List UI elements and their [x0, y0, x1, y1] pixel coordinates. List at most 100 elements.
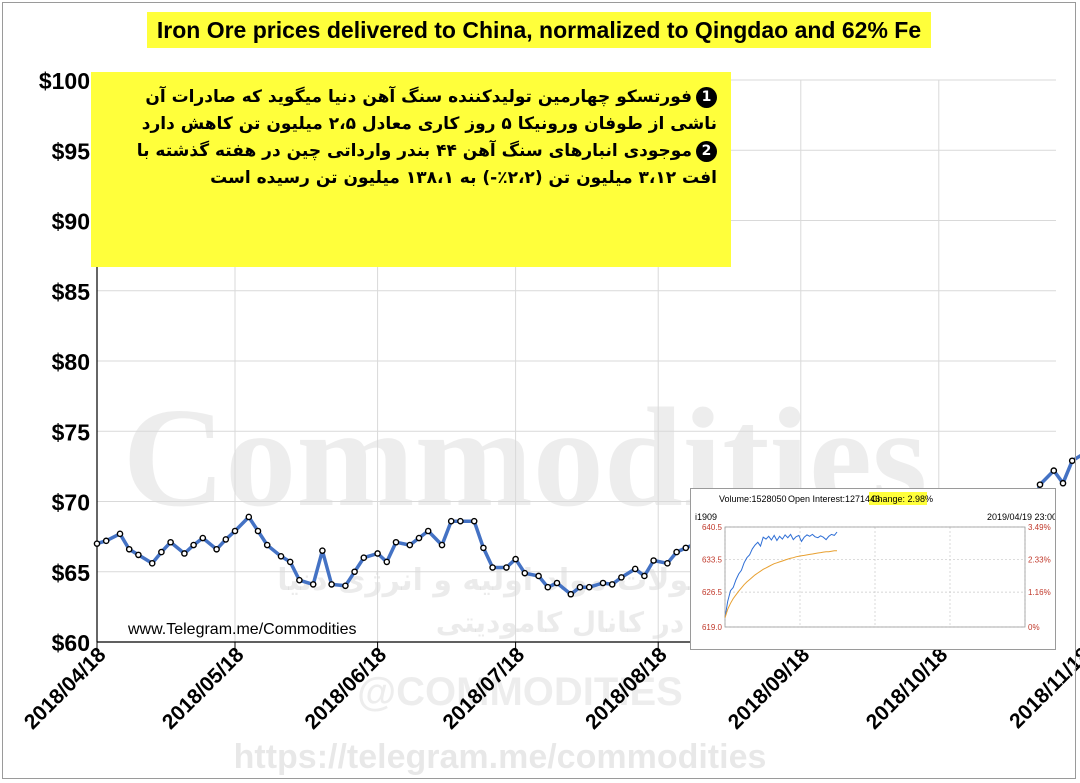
note-1-text-1: فورتسکو چهارمین تولیدکننده سنگ آهن دنیا …	[145, 87, 692, 107]
price-point	[535, 572, 542, 580]
y-tick-label: $75	[52, 419, 91, 445]
inset-average-line	[724, 550, 837, 618]
price-point	[567, 590, 575, 598]
inset-plot-border	[724, 526, 1026, 628]
price-point	[480, 544, 487, 552]
price-point	[608, 581, 616, 588]
price-point	[351, 568, 358, 576]
price-point	[553, 579, 561, 587]
inset-right-tick: 3.49%	[1028, 523, 1051, 532]
price-point	[470, 517, 478, 525]
price-point	[158, 548, 165, 556]
note-1-number-badge: 1	[696, 86, 717, 108]
price-point	[328, 581, 335, 588]
price-point	[682, 544, 690, 552]
inset-right-tick: 1.16%	[1028, 588, 1051, 597]
note-2-number-badge: 2	[696, 140, 717, 162]
price-point	[618, 574, 625, 581]
futures-inset-panel: Volume:1528050 Open Interest:1271446 Cha…	[690, 488, 1056, 650]
price-point	[392, 538, 400, 546]
y-tick-label: $60	[52, 630, 90, 656]
inset-right-tick: 2.33%	[1028, 556, 1051, 565]
price-point	[342, 582, 349, 590]
inset-left-tick: 633.5	[702, 556, 723, 565]
y-tick-label: $90	[52, 209, 90, 235]
price-point	[116, 530, 124, 538]
price-point	[383, 558, 391, 566]
price-point	[374, 550, 381, 557]
price-point	[1068, 457, 1076, 465]
price-point	[599, 579, 607, 587]
watermark-url: https://telegram.me/commodities	[234, 738, 767, 776]
inset-price-line	[724, 531, 838, 618]
price-point	[213, 545, 220, 553]
title-banner: Iron Ore prices delivered to China, norm…	[147, 12, 931, 48]
price-point	[631, 565, 639, 573]
price-point	[277, 552, 285, 560]
inset-right-tick: 0%	[1028, 623, 1040, 632]
price-point	[1036, 481, 1044, 488]
price-point	[148, 560, 156, 567]
inset-open-interest-label: Open Interest:1271446	[788, 494, 880, 504]
y-tick-label: $70	[52, 490, 90, 516]
note-2-line-2: افت ۳،۱۲ میلیون تن (۲،۲٪-) به ۱۳۸،۱ میلی…	[210, 168, 717, 188]
y-tick-label: $65	[52, 560, 91, 586]
y-tick-label: $85	[52, 279, 91, 305]
price-point	[286, 558, 294, 566]
price-point	[1050, 467, 1058, 474]
price-point	[585, 583, 593, 591]
price-point	[181, 550, 188, 557]
price-point	[102, 537, 110, 545]
price-point	[489, 564, 496, 571]
price-point	[254, 527, 262, 535]
price-point	[222, 536, 230, 543]
inset-left-tick: 626.5	[702, 588, 723, 597]
price-point	[167, 538, 174, 546]
note-1-line-2: ناشی از طوفان ورونیکا ۵ روز کاری معادل ۲…	[141, 114, 717, 134]
price-point	[245, 513, 253, 521]
inset-change-label: Change: 2.98%	[871, 494, 933, 504]
price-point	[93, 540, 101, 547]
inset-datetime-label: 2019/04/19 23:00	[987, 512, 1056, 522]
y-tick-label: $100	[39, 68, 90, 94]
inset-chart: Volume:1528050 Open Interest:1271446 Cha…	[695, 492, 1056, 632]
price-point	[406, 541, 414, 549]
price-point	[650, 557, 657, 564]
chart-title: Iron Ore prices delivered to China, norm…	[156, 16, 922, 43]
y-tick-label: $80	[52, 349, 90, 375]
note-1-line-1: 1فورتسکو چهارمین تولیدکننده سنگ آهن دنیا…	[99, 84, 717, 111]
price-point	[544, 583, 552, 591]
source-link[interactable]: www.Telegram.me/Commodities	[127, 621, 357, 638]
price-point	[231, 527, 239, 535]
note-2-line-1: 2موجودی انبارهای سنگ آهن ۴۴ بندر وارداتی…	[99, 138, 717, 165]
price-point	[521, 569, 529, 577]
inset-plot-area: 640.5 3.49% 633.5 2.33% 626.5 1.16% 619.0 0%	[702, 523, 1051, 632]
inset-left-tick: 640.5	[702, 523, 723, 532]
price-point	[263, 541, 271, 549]
price-point	[360, 554, 368, 562]
price-point	[135, 551, 142, 559]
inset-left-tick: 619.0	[702, 623, 723, 632]
price-point	[296, 576, 303, 584]
inset-volume-label: Volume:1528050	[719, 494, 787, 504]
price-point	[190, 541, 197, 549]
price-point	[125, 545, 133, 553]
price-point	[199, 534, 207, 542]
news-note-box: 1فورتسکو چهارمین تولیدکننده سنگ آهن دنیا…	[91, 72, 731, 267]
price-point	[309, 581, 317, 588]
price-point	[447, 517, 455, 525]
price-point	[576, 583, 584, 591]
price-point	[503, 564, 510, 571]
price-point	[438, 541, 446, 549]
price-point	[641, 572, 648, 580]
watermark-persian-line2: در کانال کامودیتی	[436, 606, 684, 639]
inset-change-highlight	[869, 492, 927, 505]
watermark-mid-text: @COMMODITIES	[357, 670, 683, 714]
price-point	[424, 527, 432, 535]
price-point	[415, 534, 423, 542]
price-point	[673, 548, 680, 556]
price-point	[512, 555, 519, 563]
price-point	[1059, 479, 1067, 487]
